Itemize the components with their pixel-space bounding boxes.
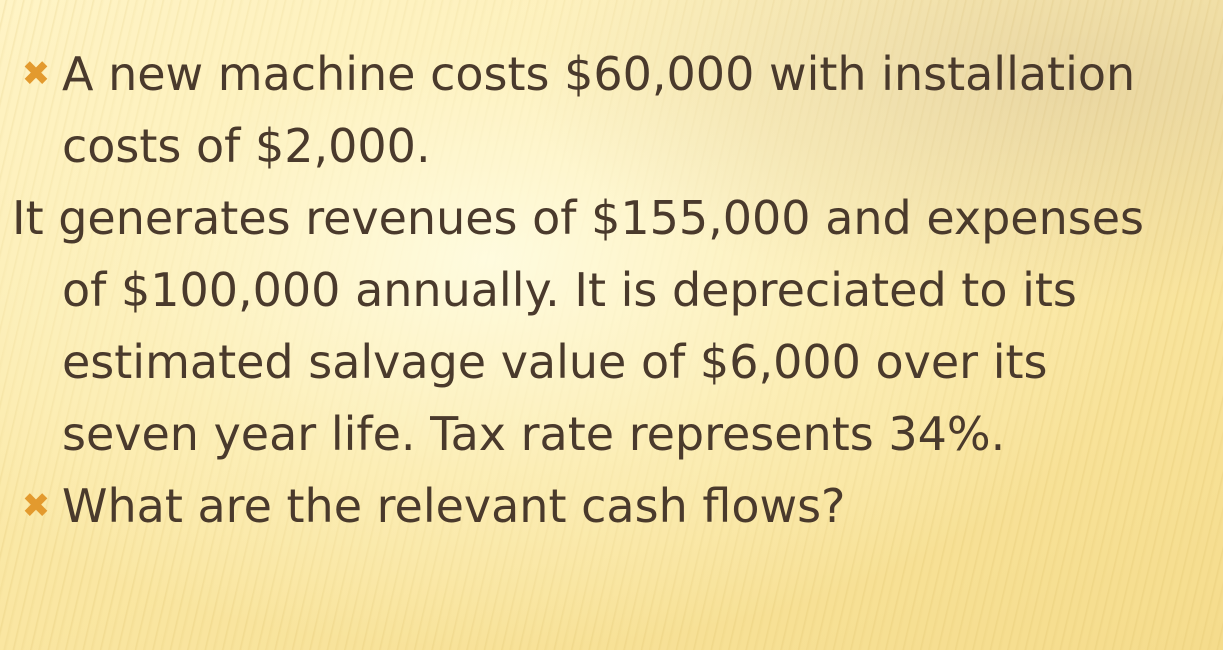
body-paragraph: It generates revenues of $155,000 and ex… bbox=[0, 182, 1223, 470]
x-bullet-icon: ✖ bbox=[21, 486, 51, 526]
text-line: of $100,000 annually. It is depreciated … bbox=[62, 263, 1077, 317]
bullet-paragraph-1: ✖ A new machine costs $60,000 with insta… bbox=[0, 38, 1223, 182]
text-line: It generates revenues of $155,000 and ex… bbox=[12, 191, 1144, 245]
bullet-paragraph-2: ✖ What are the relevant cash flows? bbox=[0, 470, 1223, 542]
text-line: estimated salvage value of $6,000 over i… bbox=[62, 335, 1048, 389]
text-line: What are the relevant cash flows? bbox=[62, 479, 846, 533]
text-line: costs of $2,000. bbox=[62, 119, 431, 173]
x-bullet-icon: ✖ bbox=[21, 54, 51, 94]
text-line: A new machine costs $60,000 with install… bbox=[62, 47, 1136, 101]
slide-content: ✖ A new machine costs $60,000 with insta… bbox=[0, 38, 1223, 542]
text-line: seven year life. Tax rate represents 34%… bbox=[62, 407, 1006, 461]
